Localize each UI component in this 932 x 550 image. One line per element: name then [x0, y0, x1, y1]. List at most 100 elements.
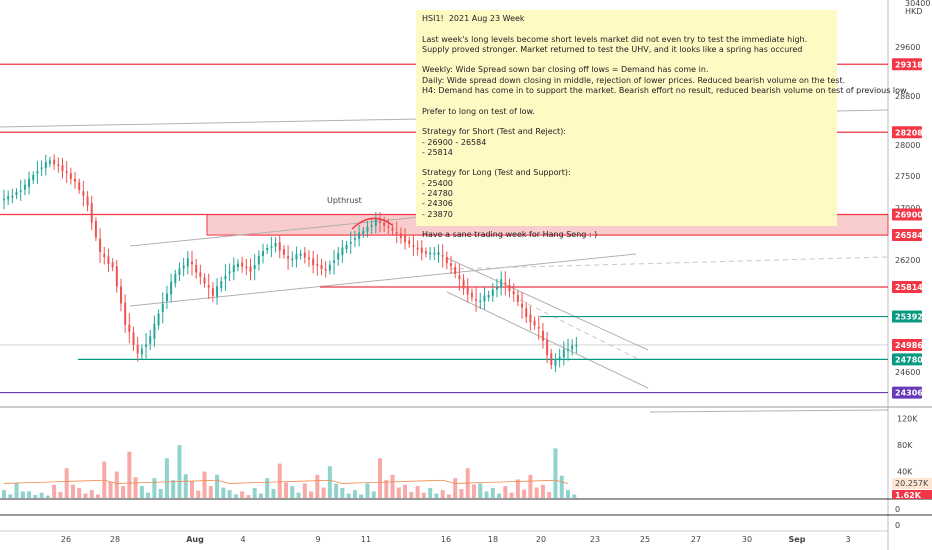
candle-body — [203, 277, 206, 284]
level-tag-text-24986: 24986 — [895, 341, 923, 350]
volume-bar — [453, 478, 458, 498]
time-tick-12: 30 — [742, 535, 752, 544]
candle-body — [15, 192, 18, 196]
candle-body — [362, 230, 365, 234]
volume-bar — [290, 486, 295, 498]
candle-body — [199, 272, 202, 277]
candle-body — [249, 266, 252, 273]
candle-body — [291, 258, 294, 261]
candle-body — [90, 203, 93, 223]
candle-body — [504, 282, 507, 285]
candle-body — [529, 314, 532, 323]
time-tick-0: 26 — [61, 535, 71, 544]
candle-body — [370, 225, 373, 227]
time-tick-14: 3 — [845, 535, 850, 544]
note-line: Last week's long levels become short lev… — [422, 34, 808, 44]
volume-bar — [309, 491, 314, 498]
candle-body — [65, 171, 68, 173]
candle-body — [445, 257, 448, 264]
candle-body — [341, 247, 344, 256]
candle-body — [119, 286, 122, 304]
volume-last-tag — [892, 490, 932, 499]
volume-bar — [384, 480, 389, 498]
candle-body — [124, 302, 127, 325]
dashed-midline[interactable] — [449, 256, 889, 270]
volume-bar — [89, 490, 94, 498]
candle-body — [274, 242, 277, 247]
price-tick-0: 29600 — [895, 43, 920, 52]
time-tick-10: 25 — [640, 535, 650, 544]
note-line: Supply proved stronger. Market returned … — [422, 44, 803, 54]
candle-body — [245, 266, 248, 269]
candle-body — [316, 264, 319, 266]
candle-body — [395, 232, 398, 234]
volume-bar — [390, 474, 395, 498]
volume-bar — [2, 490, 6, 498]
candle-body — [136, 344, 139, 354]
volume-bar — [446, 494, 451, 498]
candle-body — [57, 164, 60, 166]
upthrust-arc[interactable] — [351, 217, 393, 230]
candle-body — [40, 167, 43, 170]
note-line: - 26900 - 26584 — [422, 137, 487, 147]
candle-body — [571, 345, 574, 350]
volume-bar — [27, 491, 32, 498]
time-tick-3: 4 — [240, 535, 245, 544]
candle-body — [270, 246, 273, 249]
level-tag-text-29318: 29318 — [895, 60, 923, 69]
falling-channel-top[interactable] — [446, 257, 649, 351]
candle-body — [383, 222, 386, 227]
candle-body — [19, 190, 22, 192]
candle-body — [429, 252, 432, 255]
candle-body — [86, 196, 89, 206]
candle-body — [257, 255, 260, 265]
volume-bar — [20, 491, 25, 498]
volume-bar — [378, 458, 382, 498]
analysis-note[interactable]: HSI1! 2021 Aug 23 Week Last week's long l… — [416, 10, 908, 239]
volume-bar — [258, 493, 263, 498]
time-tick-8: 20 — [536, 535, 546, 544]
volume-bar — [472, 484, 476, 498]
volume-bar — [252, 488, 257, 498]
volume-bar — [352, 490, 357, 498]
note-line: - 24780 — [422, 189, 453, 199]
long-trend-line-lower[interactable] — [649, 409, 889, 413]
candle-body — [99, 238, 102, 252]
candle-body — [575, 344, 578, 347]
candle-body — [186, 258, 189, 267]
candle-body — [115, 266, 118, 287]
candle-body — [541, 330, 544, 341]
volume-bar — [315, 474, 320, 498]
price-tick-5: 26200 — [895, 256, 920, 265]
candle-body — [53, 159, 56, 165]
lower-channel-line[interactable] — [129, 253, 637, 307]
volume-bar — [321, 487, 326, 498]
candle-body — [266, 248, 269, 251]
volume-bar — [52, 484, 57, 498]
candle-body — [182, 265, 185, 269]
candle-body — [475, 299, 478, 301]
candle-body — [228, 271, 231, 274]
candle-body — [491, 289, 494, 296]
candle-body — [161, 303, 164, 312]
volume-bar — [409, 492, 414, 498]
volume-bar — [139, 486, 144, 498]
level-tag-text-25392: 25392 — [895, 313, 923, 322]
volume-bar — [240, 491, 245, 498]
volume-tick-2: 40K — [897, 468, 913, 477]
candle-body — [508, 284, 511, 292]
volume-bar — [428, 488, 433, 498]
candle-body — [94, 221, 97, 238]
note-line: Strategy for Short (Test and Reject): — [422, 127, 567, 137]
dashed-falling-mid[interactable] — [519, 299, 641, 361]
volume-bar — [559, 475, 564, 498]
time-tick-9: 23 — [590, 535, 600, 544]
volume-bar — [265, 478, 270, 498]
level-tag-text-28208: 28208 — [895, 128, 923, 137]
volume-ma-tag — [892, 478, 932, 489]
note-line: - 24306 — [422, 199, 453, 209]
time-tick-5: 11 — [361, 535, 371, 544]
volume-bar — [547, 492, 552, 498]
candle-body — [558, 356, 561, 360]
volume-bar — [177, 445, 182, 498]
